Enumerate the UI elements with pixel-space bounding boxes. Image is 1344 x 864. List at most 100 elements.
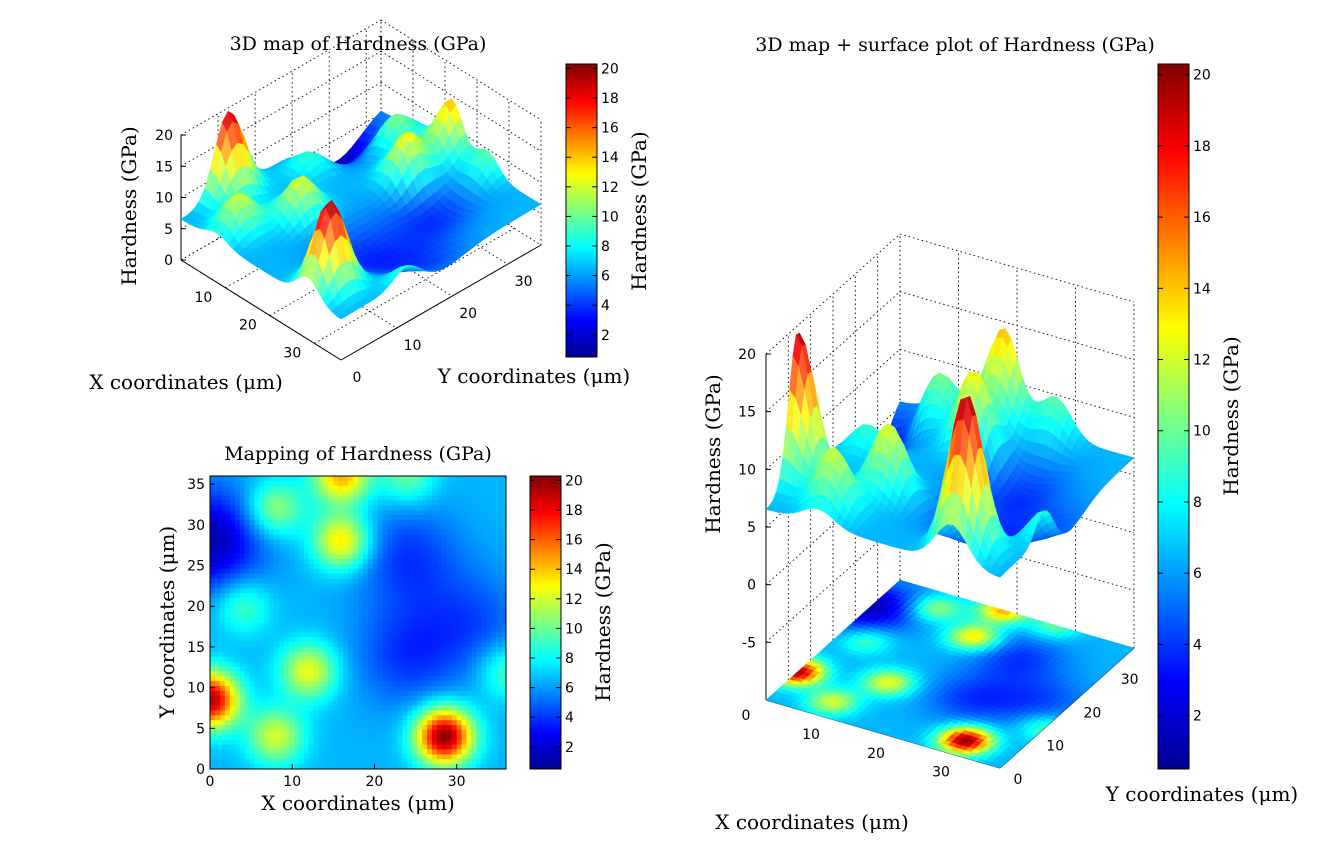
heatmap-cell bbox=[392, 593, 399, 599]
heatmap-cell bbox=[407, 524, 413, 531]
heatmap-cell bbox=[323, 685, 329, 692]
heatmap-cell bbox=[269, 505, 275, 511]
heatmap-cell bbox=[362, 568, 369, 575]
heatmap-cell bbox=[382, 544, 389, 550]
heatmap-cell bbox=[382, 539, 389, 545]
heatmap-cell bbox=[377, 539, 384, 545]
heatmap-cell bbox=[229, 500, 236, 506]
heatmap-cell bbox=[224, 685, 231, 692]
heatmap-cell bbox=[382, 588, 389, 594]
heatmap-cell bbox=[412, 612, 418, 619]
heatmap-cell bbox=[288, 554, 295, 560]
surface-shading bbox=[455, 184, 466, 197]
heatmap-cell bbox=[264, 544, 270, 550]
heatmap-cell bbox=[303, 524, 310, 531]
heatmap-cell bbox=[259, 666, 265, 672]
heatmap-cell bbox=[333, 534, 339, 541]
heatmap-cell bbox=[303, 588, 310, 594]
heatmap-cell bbox=[269, 490, 275, 497]
heatmap-cell bbox=[219, 754, 226, 760]
heatmap-cell bbox=[264, 510, 270, 516]
heatmap-cell bbox=[422, 529, 428, 536]
heatmap-cell bbox=[348, 559, 354, 565]
heatmap-cell bbox=[210, 598, 216, 604]
heatmap-cell bbox=[338, 500, 344, 506]
heatmap-cell bbox=[358, 642, 364, 648]
heatmap-cell bbox=[417, 710, 423, 716]
heatmap-cell bbox=[387, 685, 394, 692]
heatmap-cell bbox=[348, 573, 354, 580]
surface-shading bbox=[382, 139, 393, 151]
heatmap-cell bbox=[308, 515, 315, 521]
heatmap-cell bbox=[397, 563, 403, 570]
heatmap-cell bbox=[214, 500, 221, 506]
heatmap-cell bbox=[293, 563, 300, 570]
heatmap-cell bbox=[279, 515, 285, 521]
heatmap-cell bbox=[372, 495, 379, 502]
heatmap-cell bbox=[298, 656, 305, 663]
heatmap-cell bbox=[412, 578, 418, 585]
heatmap-cell bbox=[239, 690, 246, 697]
heatmap-cell bbox=[219, 568, 226, 575]
heatmap-cell bbox=[279, 588, 285, 594]
heatmap-cell bbox=[214, 476, 221, 482]
heatmap-cell bbox=[239, 739, 246, 746]
heatmap-cell bbox=[298, 676, 305, 682]
heatmap-cell bbox=[224, 519, 231, 526]
heatmap-cell bbox=[234, 612, 241, 619]
heatmap-cell bbox=[269, 607, 275, 614]
heatmap-cell bbox=[259, 622, 265, 628]
heatmap-cell bbox=[397, 598, 403, 604]
heatmap-cell bbox=[372, 490, 379, 497]
heatmap-cell bbox=[358, 539, 364, 545]
heatmap-cell bbox=[244, 642, 251, 648]
heatmap-cell bbox=[402, 505, 408, 511]
heatmap-cell bbox=[239, 700, 246, 707]
heatmap-cell bbox=[377, 729, 384, 736]
heatmap-cell bbox=[338, 622, 344, 628]
heatmap-cell bbox=[308, 656, 315, 663]
heatmap-cell bbox=[264, 476, 270, 482]
heatmap-cell bbox=[288, 534, 295, 541]
surface-shading bbox=[418, 169, 430, 188]
surface-shading bbox=[413, 153, 425, 174]
heatmap-cell bbox=[274, 612, 280, 619]
heatmap-cell bbox=[417, 627, 423, 633]
heatmap-cell bbox=[293, 480, 300, 487]
heatmap-cell bbox=[362, 725, 369, 731]
heatmap-cell bbox=[308, 705, 315, 711]
heatmap-cell bbox=[313, 632, 320, 638]
heatmap-cell bbox=[303, 759, 310, 765]
heatmap-cell bbox=[358, 617, 364, 624]
heatmap-cell bbox=[358, 622, 364, 628]
heatmap-cell bbox=[397, 480, 403, 487]
heatmap-cell bbox=[239, 544, 246, 550]
surface-shading bbox=[452, 157, 464, 171]
heatmap-cell bbox=[298, 588, 305, 594]
heatmap-cell bbox=[219, 505, 226, 511]
heatmap-cell bbox=[367, 500, 374, 506]
heatmap-cell bbox=[313, 690, 320, 697]
heatmap-cell bbox=[323, 573, 329, 580]
heatmap-cell bbox=[402, 563, 408, 570]
heatmap-cell bbox=[259, 685, 265, 692]
heatmap-cell bbox=[210, 676, 216, 682]
heatmap-cell bbox=[279, 705, 285, 711]
surface-shading bbox=[435, 106, 446, 121]
heatmap-cell bbox=[328, 700, 334, 707]
heatmap-cell bbox=[249, 544, 255, 550]
heatmap-cell bbox=[377, 622, 384, 628]
heatmap-cell bbox=[293, 500, 300, 506]
heatmap-cell bbox=[288, 627, 295, 633]
heatmap-cell bbox=[323, 710, 329, 716]
heatmap-cell bbox=[264, 598, 270, 604]
heatmap-cell bbox=[210, 666, 216, 672]
heatmap-cell bbox=[259, 515, 265, 521]
heatmap-cell bbox=[284, 749, 290, 755]
heatmap-cell bbox=[407, 646, 413, 653]
heatmap-cell bbox=[274, 524, 280, 531]
heatmap-cell bbox=[303, 671, 310, 677]
heatmap-cell bbox=[269, 622, 275, 628]
heatmap-cell bbox=[407, 729, 413, 736]
heatmap-cell bbox=[279, 524, 285, 531]
